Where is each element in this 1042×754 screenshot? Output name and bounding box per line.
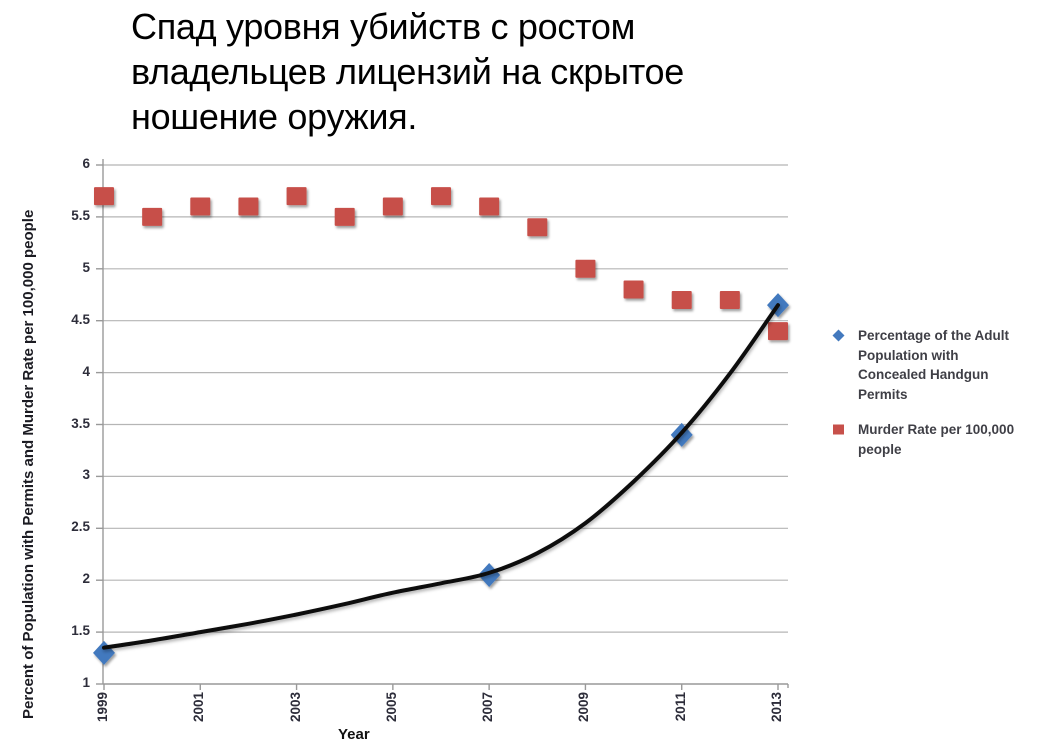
legend-label-line: Permits [858,386,908,402]
x-tick-label: 2007 [480,691,510,722]
y-tick-label: 3.5 [71,415,90,431]
chart-title-line: Спад уровня убийств с ростом [131,6,636,47]
murder-rate-point [431,187,451,206]
murder-rate-point [575,259,596,278]
x-tick-label-text: 2011 [672,692,688,722]
x-tick-label-text: 2013 [769,692,784,723]
y-tick-label: 1 [82,675,90,690]
legend-label-line: Percentage of the Adult [858,328,1010,343]
y-tick-label: 2.5 [71,519,90,535]
x-tick-label: 2005 [384,691,414,722]
y-tick-label: 1.5 [71,623,90,639]
y-tick-label: 4.5 [71,311,90,327]
murder-rate-point [768,322,788,341]
murder-rate-point [286,187,307,206]
legend-label-line: Murder Rate per 100,000 [858,422,1015,437]
murder-rate-point [94,187,114,206]
y-tick-label: 2 [82,571,90,587]
x-tick-label-text: 1999 [95,692,110,723]
y-tick-label: 5 [82,259,90,275]
murder-rate-point [527,218,548,237]
permit-trendline [102,303,780,650]
legend: Percentage of the Adult Population with Co… [832,326,1037,459]
y-tick-label: 6 [82,156,90,171]
chart-title-line: владельцев лицензий на скрытое [131,51,684,92]
legend-item: Murder Rate per 100,000 people [832,420,1037,459]
y-tick-label: 4 [82,363,90,379]
x-tick-label: 2013 [769,691,799,722]
murder-rate-point [142,207,163,226]
x-tick-label-text: 2001 [191,692,207,723]
x-tick-label: 2011 [673,691,702,721]
y-tick-label: 3 [82,467,90,483]
legend-label: Percentage of the Adult Population with Co… [858,326,1009,404]
murder-rate-point [238,197,259,216]
x-tick-label: 2009 [576,691,606,722]
murder-rate-point [190,197,211,216]
x-tick-label-text: 2007 [480,692,496,723]
murder-rate-point [479,197,500,216]
x-tick-label: 1999 [95,691,125,722]
legend-square-icon [833,424,844,435]
murder-rate-point [719,290,740,309]
legend-label: Murder Rate per 100,000 people [858,420,1014,459]
x-axis-title: Year [338,726,370,743]
chart-title-line: ношение оружия. [131,96,418,137]
legend-label-line: Population with [858,347,959,363]
legend-diamond-icon [832,329,845,342]
chart-title: Спад уровня убийств с ростом владельцев … [131,4,684,139]
legend-label-line: Concealed Handgun [858,367,989,382]
murder-rate-point [382,197,403,216]
x-tick-label: 2003 [288,691,318,722]
legend-label-line: people [858,441,902,457]
murder-rate-point [623,280,644,299]
y-tick-label: 5.5 [71,207,90,223]
x-tick-label-text: 2005 [383,692,399,723]
x-tick-label-text: 2003 [287,692,303,723]
legend-item: Percentage of the Adult Population with Co… [832,326,1037,404]
x-tick-label: 2001 [191,691,221,722]
y-axis-title: Percent of Population with Permits and M… [20,209,37,719]
murder-rate-point [671,290,692,309]
murder-rate-point [334,207,355,226]
permit-point [478,563,501,588]
x-tick-label-text: 2009 [576,692,592,723]
permit-point [93,640,115,665]
